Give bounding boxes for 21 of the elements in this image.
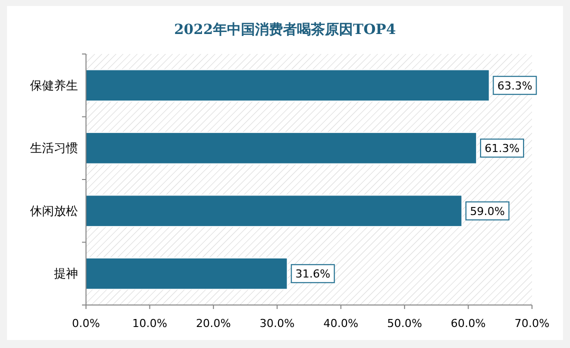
x-tick-label: 60.0% <box>450 317 486 330</box>
bar <box>86 257 288 290</box>
y-tick-label: 休闲放松 <box>30 204 78 218</box>
x-tick-label: 30.0% <box>260 317 295 330</box>
x-tick-label: 40.0% <box>323 317 358 330</box>
bar <box>86 132 478 164</box>
x-tick-label: 0.0% <box>72 317 100 330</box>
y-tick-label: 提神 <box>54 266 78 281</box>
x-tick-label: 70.0% <box>514 317 550 330</box>
bar <box>86 69 490 102</box>
data-label: 63.3% <box>497 79 532 92</box>
x-tick-label: 50.0% <box>387 317 422 330</box>
data-label: 31.6% <box>295 268 330 281</box>
data-label: 61.3% <box>484 142 520 156</box>
data-label: 59.0% <box>470 204 505 218</box>
y-tick-label: 生活习惯 <box>30 141 78 156</box>
x-tick-label: 20.0% <box>196 317 231 330</box>
x-tick-label: 10.0% <box>132 317 168 330</box>
y-tick-label: 保健养生 <box>30 78 78 92</box>
bar <box>86 194 462 228</box>
chart-title: 2022年中国消费者喝茶原因TOP4 <box>174 22 396 38</box>
